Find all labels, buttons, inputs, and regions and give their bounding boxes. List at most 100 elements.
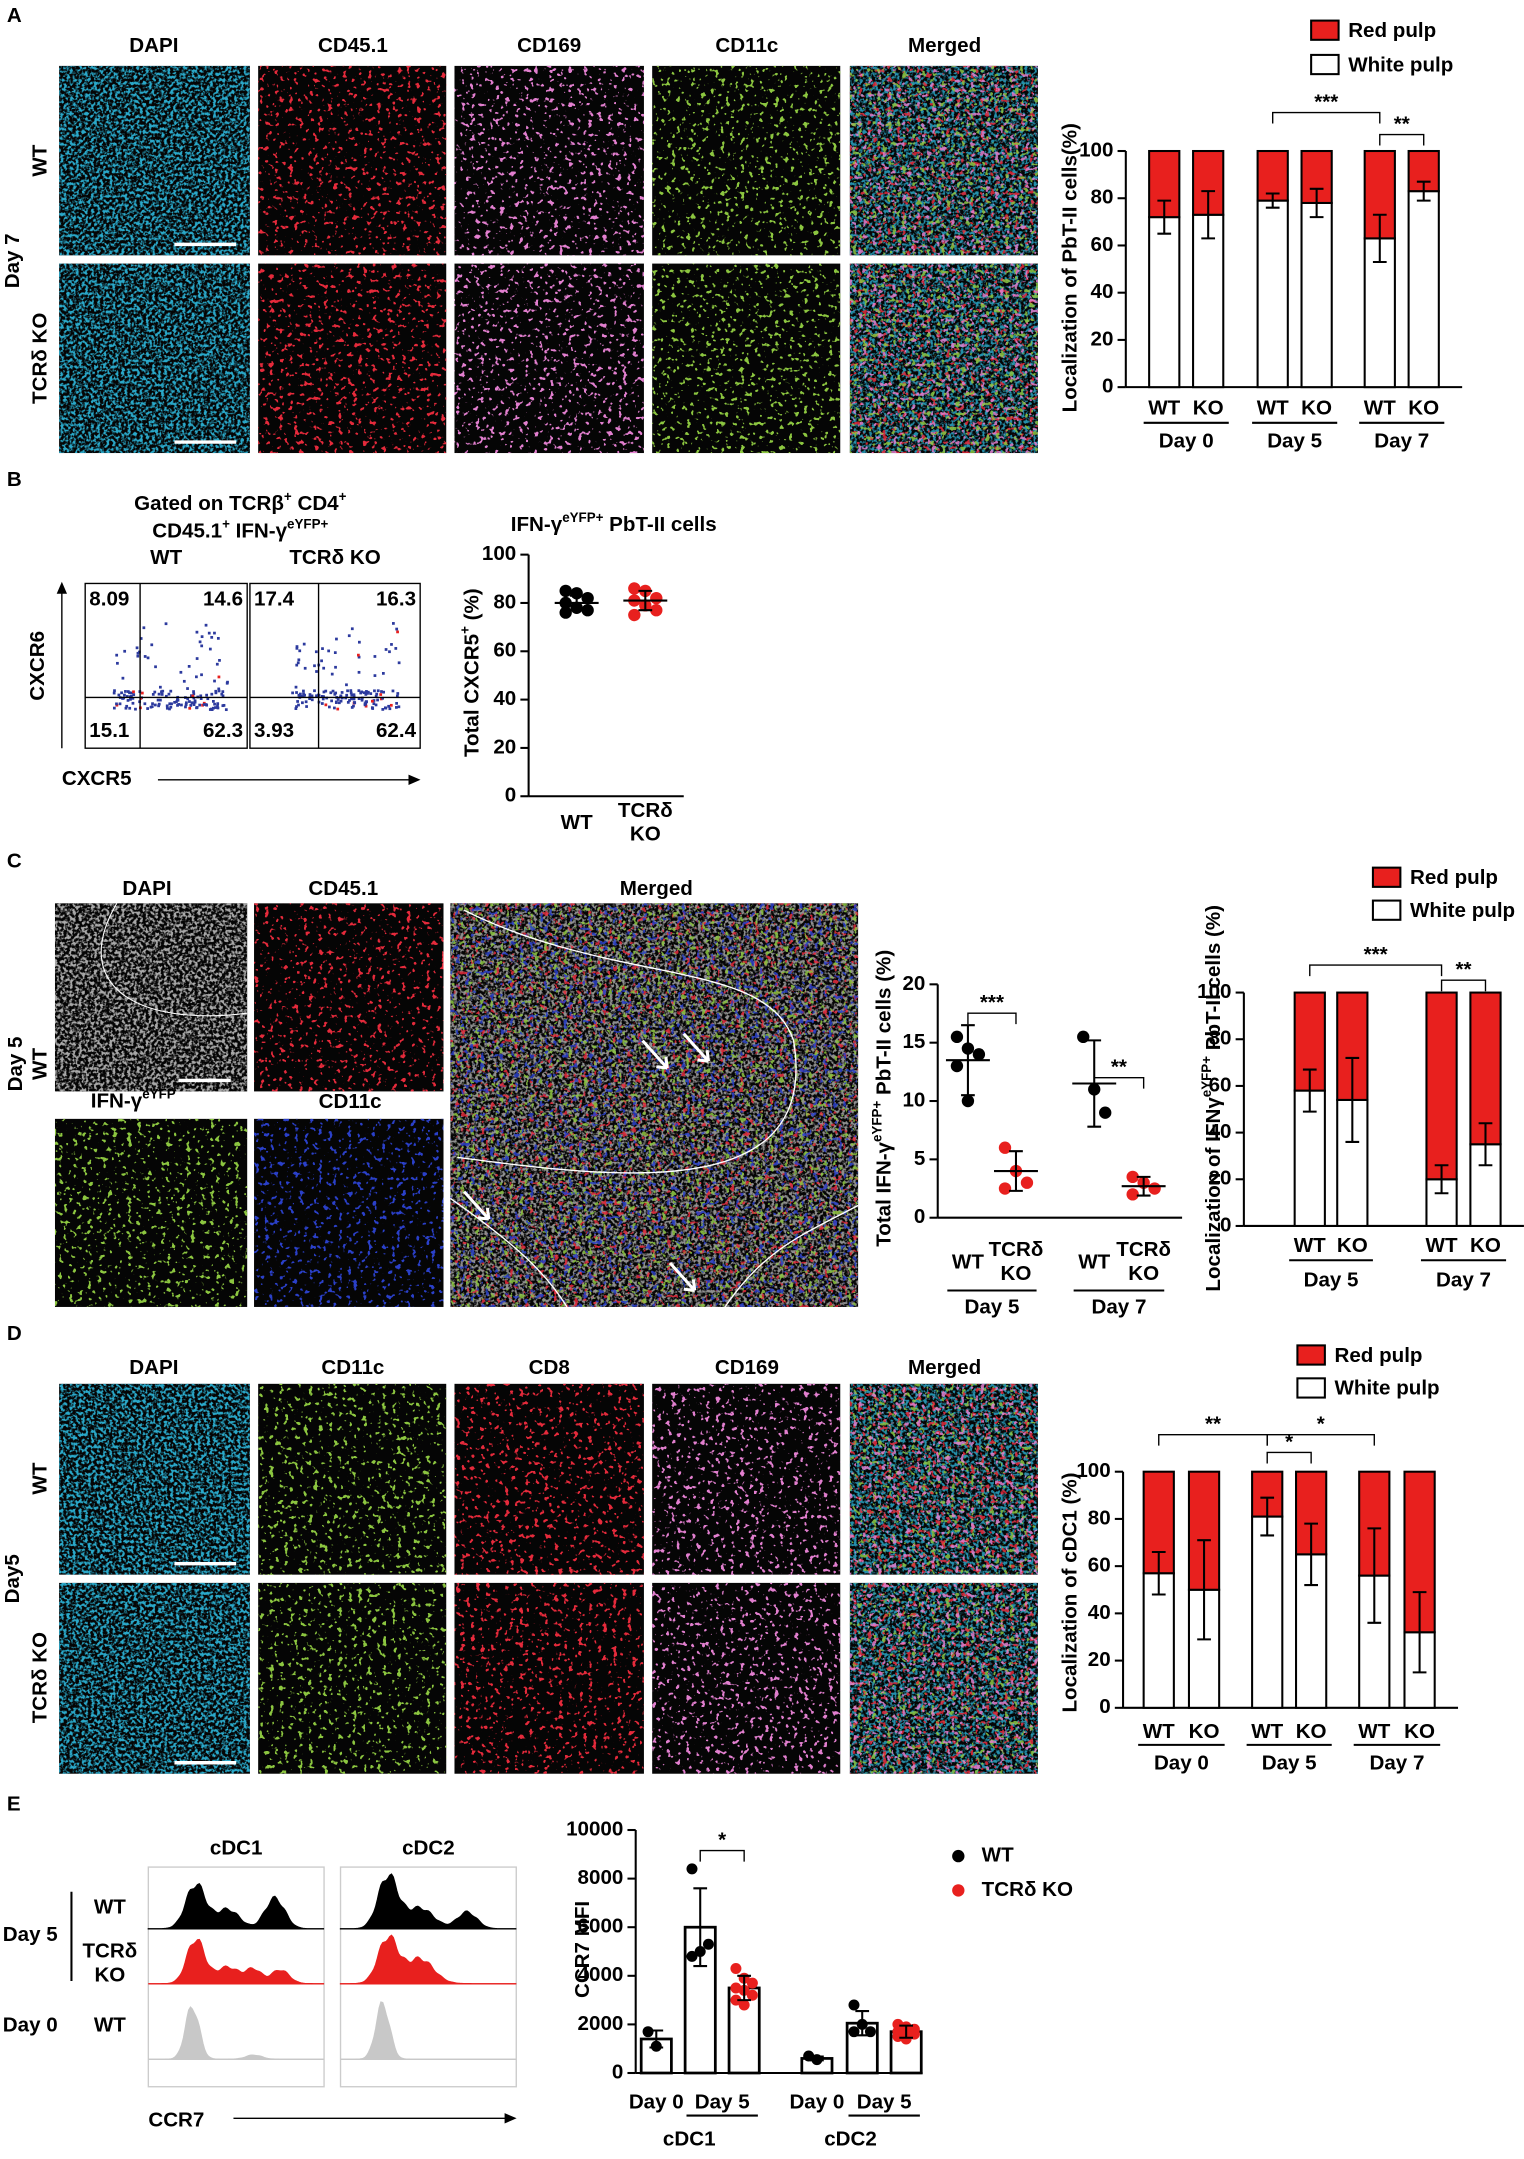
- error-bar: [1136, 1175, 1151, 1197]
- error-bar: [1009, 1150, 1023, 1192]
- event-dot: [345, 693, 349, 697]
- stain: [258, 1582, 447, 1774]
- event-dot: [143, 702, 147, 706]
- row-label: TCRδ KO: [29, 1632, 52, 1723]
- y-tick-label: 0: [505, 784, 516, 807]
- group-label: Day 7: [1436, 1268, 1491, 1291]
- event-dot: [362, 691, 366, 695]
- event-dot: [195, 657, 199, 660]
- event-dot: [322, 690, 326, 694]
- event-dot: [297, 693, 301, 697]
- error-bar: [569, 594, 584, 612]
- event-dot: [350, 697, 353, 701]
- event-dot: [390, 643, 393, 646]
- event-dot: [396, 694, 399, 698]
- error-bar: [855, 2010, 870, 2037]
- bar-segment: [1363, 237, 1396, 389]
- x-tick-label: KO: [1193, 397, 1224, 420]
- y-tick-label: 60: [1088, 1554, 1111, 1577]
- row-label-line: KO: [94, 1964, 125, 1987]
- event-dot: [310, 694, 314, 698]
- event-dot: [302, 642, 306, 646]
- stain: [254, 903, 444, 1092]
- event-dot: [346, 700, 350, 704]
- event-dot: [291, 691, 294, 695]
- event-dot: [154, 665, 157, 669]
- event-dot: [207, 631, 211, 635]
- event-dot: [337, 701, 341, 705]
- event-dot: [373, 689, 376, 693]
- x-tick-label: WT: [1294, 1234, 1326, 1257]
- event-dot: [335, 637, 338, 641]
- event-dot: [322, 666, 326, 670]
- event-dot: [208, 647, 212, 651]
- event-dot: [301, 695, 305, 698]
- channel-label: CD45.1: [318, 34, 388, 57]
- legend-marker: [952, 1849, 965, 1863]
- axis-title-part: Total CXCR5: [461, 634, 484, 757]
- data-point: [746, 1989, 758, 2001]
- flow-plot-label: WT: [150, 546, 182, 569]
- panel-label: A: [7, 4, 22, 27]
- error-bar: [1197, 1539, 1211, 1641]
- event-dot: [351, 697, 355, 700]
- histogram: [340, 1934, 517, 1985]
- event-dot: [397, 705, 401, 709]
- event-dot: [360, 698, 364, 702]
- event-dot: [123, 649, 127, 653]
- event-dot: [151, 693, 155, 696]
- error-bar: [810, 2055, 824, 2062]
- stain: [258, 65, 447, 256]
- error-bar: [1478, 1122, 1493, 1167]
- significance-label: ***: [980, 991, 1004, 1014]
- event-dot: [199, 697, 203, 700]
- event-dot: [396, 630, 399, 634]
- panel-label: B: [7, 468, 22, 491]
- event-dot: [120, 691, 123, 695]
- event-dot: [315, 694, 318, 698]
- event-dot: [372, 699, 376, 702]
- event-dot: [333, 651, 337, 655]
- event-dot: [188, 700, 191, 703]
- event-dot: [158, 685, 162, 689]
- event-dot: [313, 664, 316, 668]
- y-tick-label: 0: [914, 1205, 925, 1228]
- event-dot: [210, 692, 214, 696]
- event-dot: [394, 647, 398, 650]
- legend-label: WT: [982, 1844, 1014, 1867]
- event-dot: [391, 689, 395, 693]
- bar-segment: [1336, 1098, 1369, 1227]
- event-dot: [297, 658, 301, 662]
- data-point: [848, 1999, 860, 2011]
- event-dot: [130, 691, 134, 695]
- event-dot: [357, 689, 361, 693]
- event-dot: [294, 685, 298, 689]
- event-dot: [345, 683, 348, 687]
- event-dot: [373, 674, 377, 677]
- event-dot: [115, 702, 118, 706]
- flow-subtitle: CD45.1+ IFN-γeYFP+: [152, 517, 328, 543]
- stain: [849, 1582, 1038, 1774]
- y-tick-label: 80: [1209, 1027, 1232, 1050]
- y-tick-label: 100: [1197, 980, 1231, 1003]
- event-dot: [365, 690, 368, 693]
- x-tick-label: WT: [1143, 1720, 1175, 1743]
- histogram: [340, 1873, 517, 1930]
- event-dot: [296, 700, 299, 703]
- event-dot: [320, 702, 324, 705]
- event-dot: [330, 672, 334, 676]
- arrow: [682, 1032, 710, 1063]
- event-dot: [304, 700, 308, 704]
- x-tick-label: WT: [561, 811, 593, 834]
- event-dot: [389, 703, 393, 707]
- y-tick-label: 40: [1209, 1120, 1232, 1143]
- event-dot: [167, 692, 171, 696]
- event-dot: [195, 630, 199, 634]
- significance-label: **: [1205, 1412, 1221, 1435]
- error-bar: [1372, 213, 1387, 264]
- data-point: [581, 591, 594, 605]
- event-dot: [379, 693, 383, 696]
- significance-label: ***: [1364, 943, 1388, 966]
- event-dot: [212, 699, 215, 703]
- event-dot: [164, 694, 168, 698]
